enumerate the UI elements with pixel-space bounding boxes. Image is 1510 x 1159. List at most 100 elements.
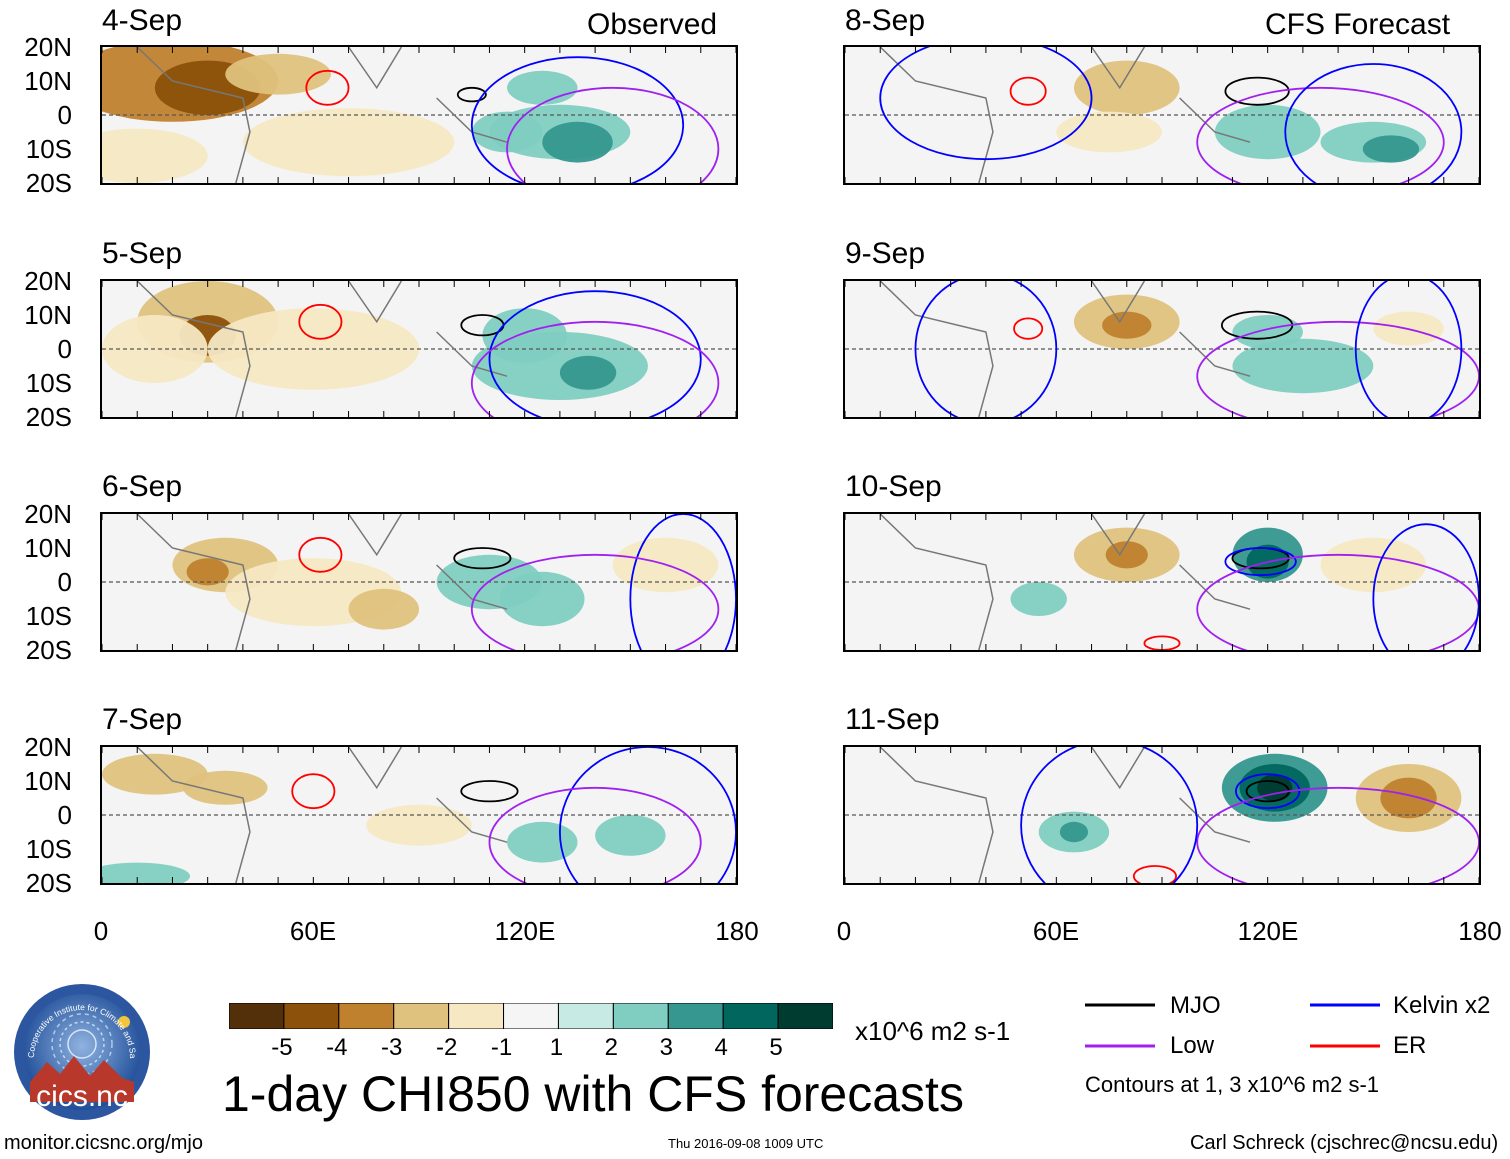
lat-tick: 10N: [24, 300, 72, 330]
colorbar-swatch: [393, 1003, 450, 1029]
anomaly-shading: [1232, 315, 1303, 349]
logo-text: cics.nc: [36, 1080, 128, 1113]
coastline: [1179, 331, 1251, 377]
colorbar-swatch: [777, 1003, 833, 1029]
lat-tick: 0: [57, 334, 72, 364]
coastline: [347, 281, 403, 324]
mjo-contour: [456, 86, 487, 103]
colorbar-swatch: [503, 1003, 559, 1029]
er-contour: [291, 773, 336, 810]
map-panel: [100, 279, 738, 419]
coastline: [879, 514, 994, 650]
anomaly-shading: [1010, 582, 1067, 616]
anomaly-shading: [559, 355, 617, 390]
colorbar-swatch: [722, 1003, 779, 1029]
colorbar-swatch: [229, 1003, 285, 1029]
kelvin-contour: [1224, 547, 1297, 577]
lon-tick: 60E: [289, 916, 337, 946]
map-panel: [843, 512, 1481, 652]
lat-tick: 20S: [25, 868, 72, 898]
anomaly-shading: [1059, 821, 1089, 843]
legend-low: Low: [1170, 1032, 1215, 1059]
coastline: [1090, 281, 1146, 324]
units-label: x10^6 m2 s-1: [855, 1016, 1011, 1046]
lat-tick: 10S: [25, 601, 72, 631]
low-contour: [506, 86, 720, 183]
anomaly-shading: [471, 111, 543, 153]
lat-tick: 10S: [25, 368, 72, 398]
panel-title-9-sep: 9-Sep: [845, 237, 926, 270]
footer-url: monitor.cicsnc.org/mjo: [4, 1132, 203, 1154]
anomaly-shading: [507, 821, 578, 863]
colorbar-tick: 5: [769, 1034, 783, 1061]
er-contour: [298, 303, 343, 340]
anomaly-shading: [595, 815, 666, 856]
legend-kelvin: Kelvin x2: [1393, 992, 1491, 1019]
panel-title-8-sep: 8-Sep: [845, 4, 926, 37]
coastline: [1179, 564, 1251, 610]
panel-title-4-sep: 4-Sep: [102, 4, 183, 37]
map-panel: [100, 745, 738, 885]
anomaly-shading: [1105, 541, 1148, 569]
lat-tick: 10N: [24, 766, 72, 796]
coastline: [136, 514, 251, 650]
lat-tick: 10S: [25, 134, 72, 164]
coastline: [1179, 797, 1251, 843]
lon-tick: 120E: [1237, 916, 1299, 946]
low-contour: [1196, 86, 1445, 183]
colorbar-swatch: [448, 1003, 505, 1029]
colorbar-tick: -2: [435, 1034, 458, 1061]
lon-tick: 0: [836, 916, 852, 946]
colorbar-swatch: [283, 1003, 340, 1029]
colorbar: [229, 1003, 833, 1029]
colorbar-tick: -3: [381, 1034, 403, 1061]
colorbar-tick: 2: [604, 1034, 619, 1061]
legend-mjo: MJO: [1170, 992, 1221, 1019]
kelvin-contour: [470, 56, 685, 183]
anomaly-shading: [1214, 104, 1321, 160]
map-panel: [843, 279, 1481, 419]
map-panel: [100, 45, 738, 185]
anomaly-shading: [1320, 537, 1427, 593]
mjo-contour: [453, 547, 512, 570]
kelvin-contour: [1020, 747, 1199, 883]
kelvin-contour: [879, 47, 1093, 161]
lat-tick: 20S: [25, 168, 72, 198]
coastline: [879, 747, 994, 883]
colorbar-swatch: [557, 1003, 614, 1029]
colorbar-tick: 4: [714, 1034, 728, 1061]
low-contour: [488, 786, 702, 883]
er-contour: [298, 536, 343, 573]
mjo-contour: [460, 780, 519, 803]
lat-tick: 20N: [24, 32, 72, 62]
map-panel: [100, 512, 738, 652]
er-contour: [1009, 76, 1047, 106]
anomaly-shading: [500, 571, 585, 627]
anomaly-shading: [1232, 338, 1374, 394]
panel-title-10-sep: 10-Sep: [845, 470, 942, 503]
coastline: [1090, 47, 1146, 90]
anomaly-shading: [1056, 111, 1162, 153]
anomaly-shading: [186, 558, 229, 586]
lat-tick: 20N: [24, 266, 72, 296]
lat-tick: 0: [57, 100, 72, 130]
kelvin-contour: [629, 514, 736, 650]
anomaly-shading: [366, 804, 472, 846]
er-contour: [305, 69, 350, 106]
map-panel: [843, 745, 1481, 885]
coastline: [879, 281, 994, 417]
kelvin-contour: [1372, 523, 1479, 650]
lat-tick: 0: [57, 800, 72, 830]
contour-legend-lines: [1085, 1003, 1380, 1048]
lat-tick: 20N: [24, 732, 72, 762]
colorbar-swatch: [338, 1003, 395, 1029]
coastline: [136, 281, 251, 417]
kelvin-contour: [1235, 773, 1301, 810]
observed-header: Observed: [587, 8, 718, 41]
anomaly-shading: [542, 121, 613, 163]
anomaly-shading: [102, 862, 191, 883]
er-contour: [1013, 317, 1044, 340]
contour-note: Contours at 1, 3 x10^6 m2 s-1: [1085, 1072, 1380, 1097]
coastline: [347, 747, 403, 790]
coastline: [136, 47, 251, 183]
